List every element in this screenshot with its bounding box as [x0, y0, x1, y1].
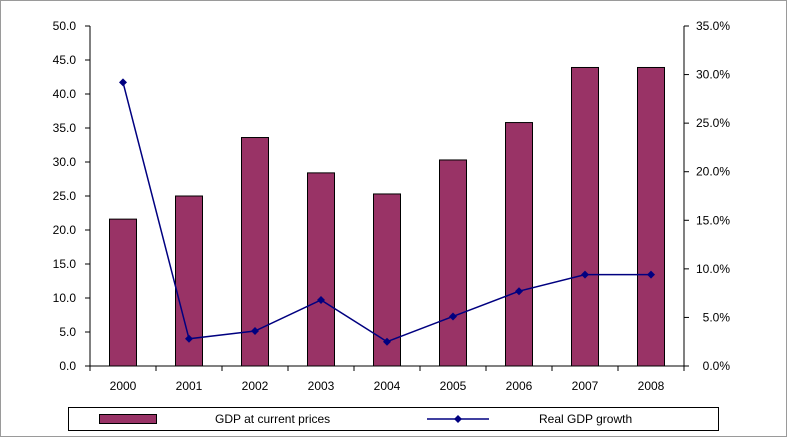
right-tick-label: 30.0% [696, 68, 730, 82]
left-tick-label: 25.0 [53, 189, 77, 203]
growth-point-2007 [581, 270, 589, 279]
bar-2003 [307, 172, 335, 367]
left-tick-label: 10.0 [53, 291, 77, 305]
x-tick-label: 2006 [506, 379, 533, 393]
left-tick-label: 5.0 [59, 325, 76, 339]
x-tick-label: 2008 [638, 379, 665, 393]
legend: GDP at current prices Real GDP growth [68, 407, 719, 431]
left-tick-label: 50.0 [53, 19, 77, 33]
growth-point-2006 [515, 287, 523, 296]
x-tick-label: 2004 [374, 379, 401, 393]
growth-point-2003 [317, 295, 325, 304]
x-tick-label: 2000 [110, 379, 137, 393]
left-tick-label: 20.0 [53, 223, 77, 237]
legend-item-bar: GDP at current prices [99, 408, 330, 430]
bar-2004 [373, 193, 401, 367]
growth-point-2002 [251, 327, 259, 336]
x-tick-label: 2003 [308, 379, 335, 393]
line-series [119, 78, 655, 346]
x-tick-label: 2005 [440, 379, 467, 393]
legend-label-line: Real GDP growth [539, 412, 633, 426]
left-tick-label: 15.0 [53, 257, 77, 271]
left-tick-label: 45.0 [53, 53, 77, 67]
bar-series [109, 66, 665, 367]
bar-2000 [109, 218, 137, 367]
right-tick-label: 35.0% [696, 19, 730, 33]
bar-2005 [439, 159, 467, 367]
right-tick-label: 15.0% [696, 213, 730, 227]
legend-item-line: Real GDP growth [427, 408, 632, 430]
right-tick-label: 25.0% [696, 116, 730, 130]
growth-point-2005 [449, 312, 457, 321]
bar-2008 [637, 66, 665, 367]
legend-line-swatch [427, 415, 489, 423]
right-tick-label: 0.0% [703, 359, 731, 373]
growth-point-2004 [383, 337, 391, 346]
right-tick-label: 20.0% [696, 165, 730, 179]
right-tick-label: 10.0% [696, 262, 730, 276]
x-tick-label: 2001 [176, 379, 203, 393]
left-tick-label: 0.0 [59, 359, 76, 373]
right-tick-label: 5.0% [703, 310, 731, 324]
growth-point-2008 [647, 270, 655, 279]
left-tick-label: 35.0 [53, 121, 77, 135]
x-tick-label: 2002 [242, 379, 269, 393]
left-tick-label: 30.0 [53, 155, 77, 169]
left-tick-label: 40.0 [53, 87, 77, 101]
bar-2006 [505, 122, 533, 367]
legend-bar-swatch [99, 414, 157, 424]
x-tick-label: 2007 [572, 379, 599, 393]
growth-point-2000 [119, 78, 127, 87]
legend-label-bar: GDP at current prices [215, 412, 331, 426]
tick-labels: 0.0 5.0 10.0 15.0 20.0 25.0 30.0 35.0 40.0 45.0 50… [53, 19, 731, 393]
bar-2007 [571, 66, 599, 367]
axes [85, 25, 689, 371]
growth-point-2001 [185, 334, 193, 343]
